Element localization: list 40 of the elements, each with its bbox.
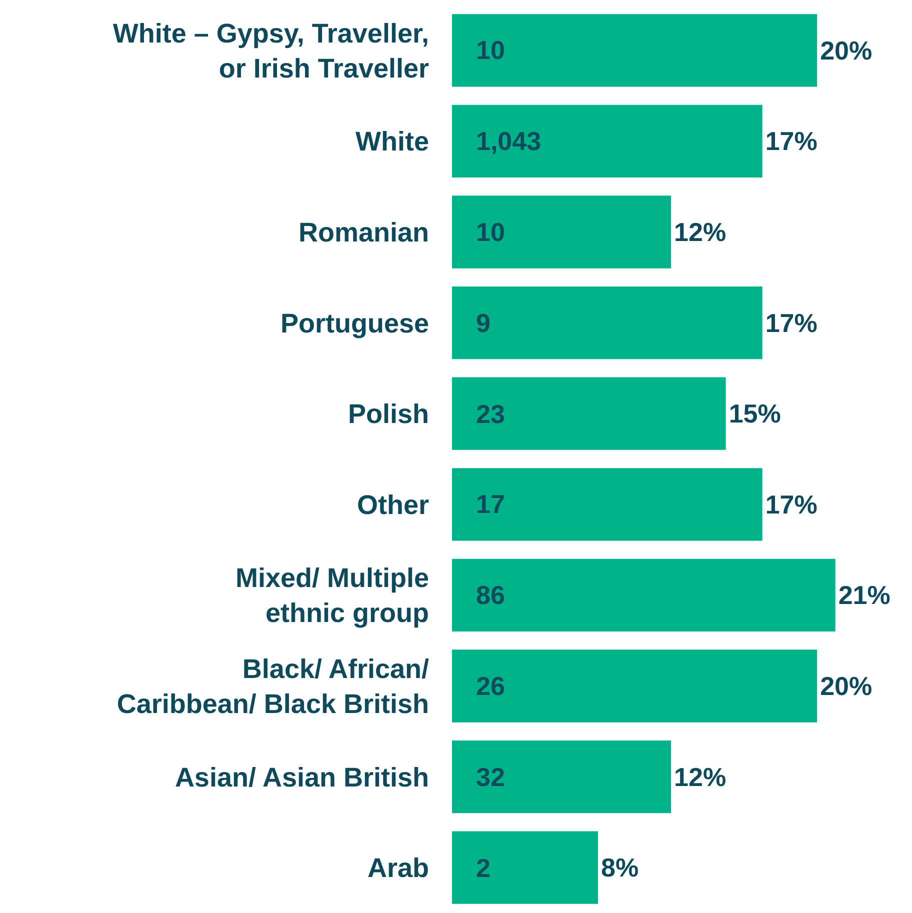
bar: [452, 286, 762, 360]
bar: [452, 831, 598, 904]
annotation: 26: [476, 671, 505, 701]
data-label: 17%: [765, 126, 818, 156]
data-label: 17%: [765, 308, 818, 338]
data-label: 12%: [674, 217, 726, 247]
bar: [452, 14, 818, 87]
annotation: 2: [476, 853, 490, 883]
bar: [452, 468, 762, 541]
bar: [452, 377, 726, 450]
y-tick-label: White: [356, 126, 429, 157]
y-tick-label: Romanian: [298, 217, 429, 248]
bar: [452, 104, 762, 178]
y-tick-label: Black/ African/ Caribbean/ Black British: [116, 654, 430, 719]
y-tick-label: White – Gypsy, Traveller, or Irish Traveller: [112, 18, 430, 84]
annotation: 86: [476, 580, 505, 610]
annotation: 9: [476, 308, 490, 338]
annotation: 1,043: [476, 126, 542, 156]
annotation: 32: [476, 762, 505, 792]
bar: [452, 196, 672, 268]
bar: [452, 558, 836, 632]
data-label: 15%: [728, 398, 781, 429]
annotation: 10: [476, 217, 505, 247]
data-label: 20%: [820, 671, 872, 701]
y-tick-label: Asian/ Asian British: [174, 762, 429, 792]
data-label: 12%: [674, 762, 726, 792]
y-tick-label: Portuguese: [280, 308, 429, 338]
y-tick-label: Mixed/ Multiple ethnic group: [235, 563, 429, 628]
data-label: 21%: [838, 580, 890, 610]
annotation: 17: [476, 489, 505, 519]
y-tick-label: Polish: [348, 399, 429, 430]
data-label: 17%: [765, 489, 818, 520]
bar: [452, 650, 818, 722]
data-label: 20%: [820, 35, 872, 66]
annotation: 23: [476, 399, 505, 429]
data-label: 8%: [601, 852, 639, 883]
y-tick-label: Arab: [367, 853, 429, 884]
y-tick-label: Other: [356, 490, 430, 520]
annotation: 10: [476, 35, 505, 65]
bar: [452, 740, 672, 814]
